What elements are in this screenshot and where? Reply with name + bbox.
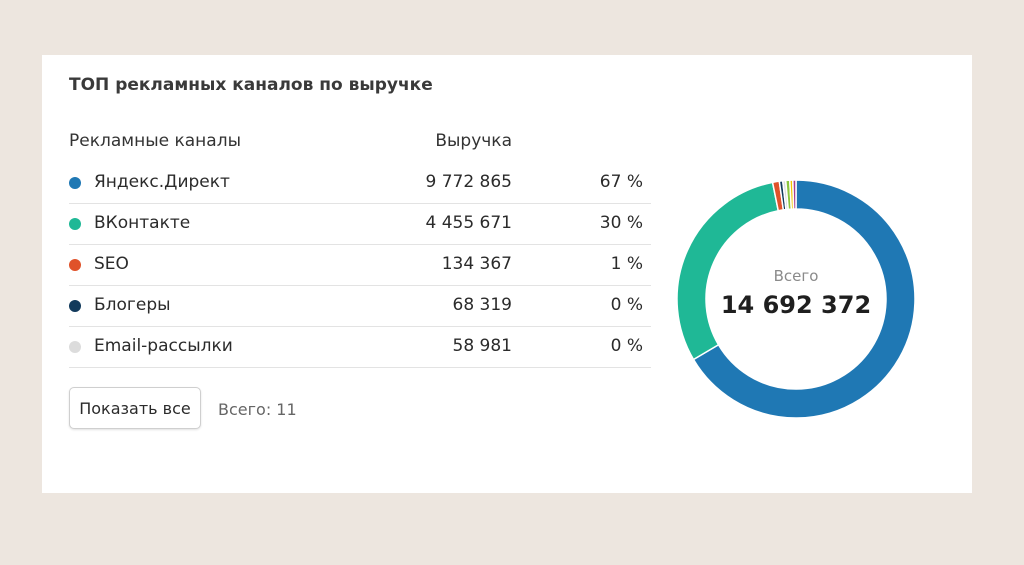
series-color-dot: [69, 341, 81, 353]
channel-percent: 30 %: [599, 213, 643, 233]
series-color-dot: [69, 218, 81, 230]
table-row: SEO 134 367 1 %: [69, 245, 651, 286]
column-header-revenue: Выручка: [435, 131, 512, 151]
channel-revenue: 58 981: [452, 336, 512, 356]
channel-name: Email-рассылки: [94, 336, 233, 356]
channels-table: Рекламные каналы Выручка Яндекс.Директ 9…: [69, 127, 651, 368]
donut-center-label: Всего: [773, 267, 819, 285]
channel-name: ВКонтакте: [94, 213, 191, 233]
card-title: ТОП рекламных каналов по выручке: [69, 75, 433, 95]
table-row: Блогеры 68 319 0 %: [69, 286, 651, 327]
channel-percent: 1 %: [610, 254, 643, 274]
channel-revenue: 68 319: [452, 295, 512, 315]
donut-slice[interactable]: [692, 179, 916, 419]
donut-slice[interactable]: [792, 179, 797, 210]
channel-name: Блогеры: [94, 295, 171, 315]
channel-percent: 0 %: [610, 295, 643, 315]
donut-total-value: 14 692 372: [720, 291, 872, 319]
total-channels-count: Всего: 11: [218, 400, 297, 419]
series-color-dot: [69, 300, 81, 312]
channel-percent: 67 %: [599, 172, 643, 192]
channel-revenue: 9 772 865: [425, 172, 512, 192]
table-header: Рекламные каналы Выручка: [69, 127, 651, 163]
channel-name: SEO: [94, 254, 129, 274]
donut-chart: [676, 179, 916, 419]
series-color-dot: [69, 259, 81, 271]
channel-revenue: 134 367: [441, 254, 512, 274]
table-row: Яндекс.Директ 9 772 865 67 %: [69, 163, 651, 204]
table-row: Email-рассылки 58 981 0 %: [69, 327, 651, 368]
series-color-dot: [69, 177, 81, 189]
show-all-button[interactable]: Показать все: [69, 387, 201, 429]
column-header-channels: Рекламные каналы: [69, 131, 241, 151]
table-row: ВКонтакте 4 455 671 30 %: [69, 204, 651, 245]
top-channels-card: ТОП рекламных каналов по выручке Рекламн…: [42, 55, 972, 493]
channel-percent: 0 %: [610, 336, 643, 356]
channel-name: Яндекс.Директ: [94, 172, 230, 192]
channel-revenue: 4 455 671: [425, 213, 512, 233]
